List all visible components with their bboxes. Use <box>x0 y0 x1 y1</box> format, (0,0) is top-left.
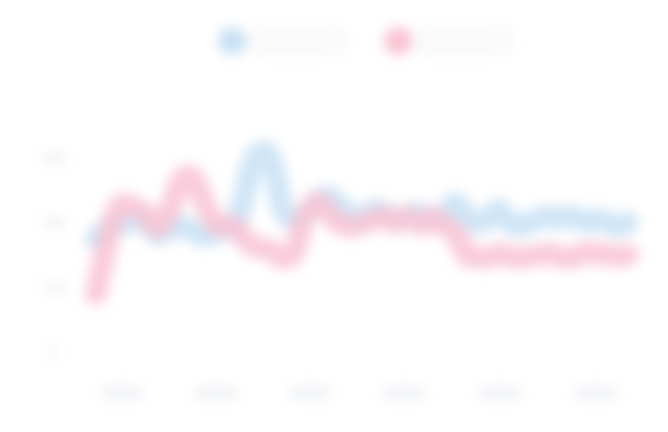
legend-swatch <box>218 27 246 55</box>
y-tick-label: 100 <box>42 279 66 295</box>
legend-label-box <box>411 28 513 54</box>
legend-label-box <box>245 28 347 54</box>
x-tick-mark <box>288 386 332 400</box>
y-tick-label: 200 <box>42 215 66 231</box>
x-tick-mark <box>478 386 522 400</box>
y-tick-label: 0 <box>50 344 58 360</box>
legend <box>218 27 513 55</box>
x-axis-ticks <box>100 386 618 400</box>
y-axis-ticks: 0 100 200 300 <box>42 150 66 360</box>
x-tick-mark <box>574 386 618 400</box>
series-layer <box>85 140 639 305</box>
x-tick-mark <box>100 386 144 400</box>
legend-swatch <box>384 27 412 55</box>
series-line-2 <box>85 164 639 305</box>
x-tick-mark <box>382 386 426 400</box>
x-tick-mark <box>194 386 238 400</box>
y-tick-label: 300 <box>42 150 66 166</box>
